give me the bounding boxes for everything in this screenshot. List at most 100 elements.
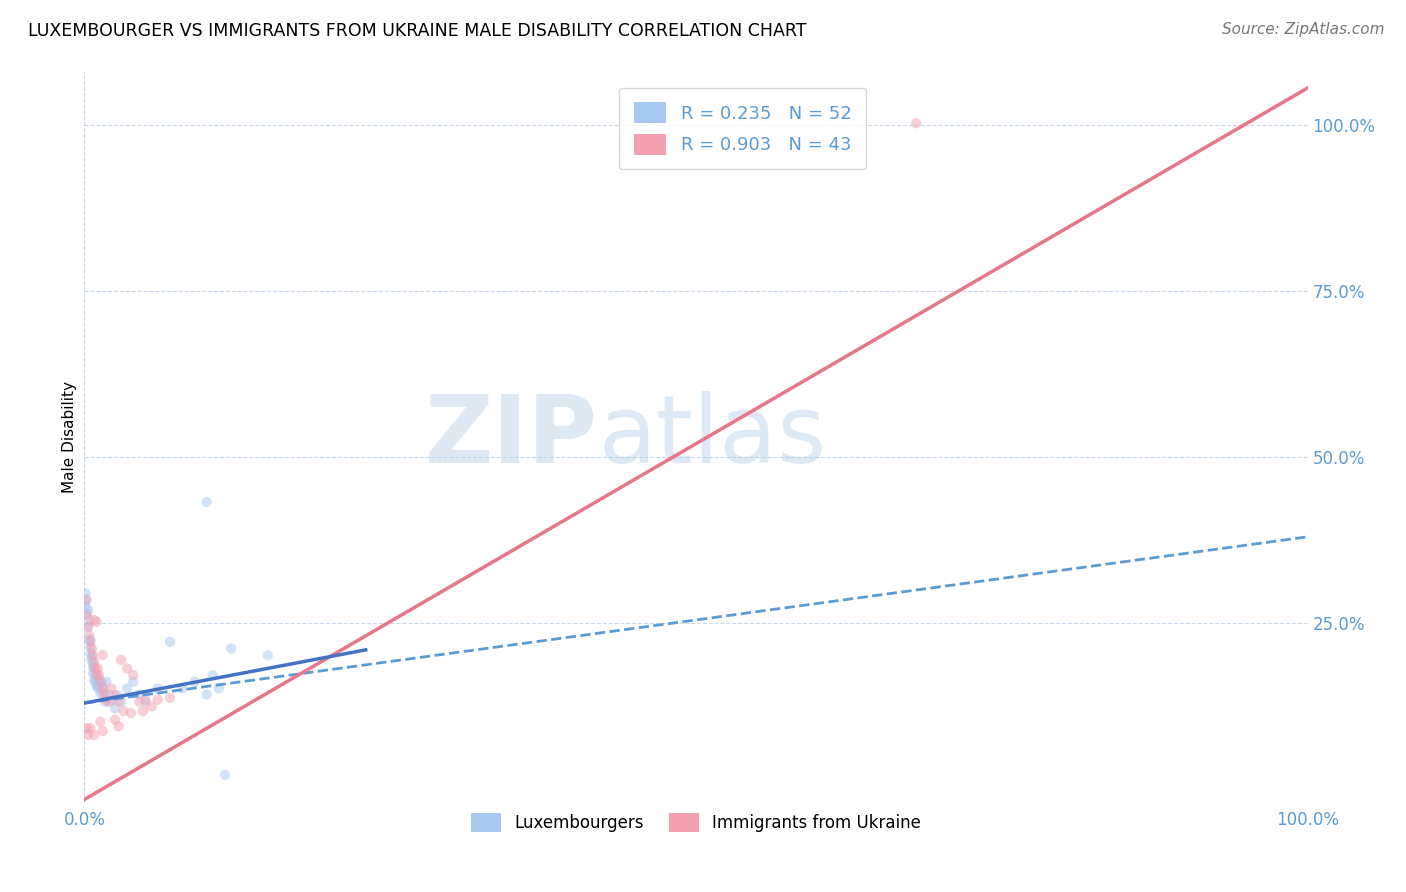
Point xyxy=(219,641,242,656)
Point xyxy=(183,674,205,689)
Point xyxy=(77,603,100,617)
Point xyxy=(107,719,129,733)
Point xyxy=(86,615,108,629)
Point xyxy=(115,681,138,696)
Point xyxy=(107,695,129,709)
Point xyxy=(195,495,218,509)
Point xyxy=(84,674,107,689)
Point xyxy=(93,686,115,700)
Point xyxy=(208,681,231,696)
Point xyxy=(96,692,118,706)
Point xyxy=(146,692,169,706)
Point xyxy=(91,680,114,694)
Point xyxy=(104,688,127,702)
Point xyxy=(79,722,101,736)
Text: atlas: atlas xyxy=(598,391,827,483)
Point xyxy=(159,635,181,649)
Point xyxy=(83,613,105,627)
Point xyxy=(105,688,128,702)
Point xyxy=(83,673,105,687)
Point xyxy=(91,723,114,738)
Point xyxy=(82,648,104,663)
Point xyxy=(135,692,157,706)
Point xyxy=(77,619,100,633)
Point xyxy=(90,674,112,689)
Point xyxy=(87,661,110,675)
Point xyxy=(159,690,181,705)
Point xyxy=(97,695,120,709)
Point xyxy=(86,680,108,694)
Point xyxy=(77,632,100,647)
Point xyxy=(257,648,280,663)
Point xyxy=(82,659,104,673)
Point xyxy=(83,661,105,675)
Point xyxy=(100,694,122,708)
Point xyxy=(91,648,114,663)
Point xyxy=(87,668,110,682)
Point xyxy=(76,593,98,607)
Point xyxy=(110,653,132,667)
Point xyxy=(93,687,115,701)
Point xyxy=(89,686,111,700)
Point xyxy=(128,695,150,709)
Point xyxy=(104,701,127,715)
Point xyxy=(132,704,155,718)
Point xyxy=(172,681,194,696)
Point xyxy=(80,649,103,664)
Text: ZIP: ZIP xyxy=(425,391,598,483)
Point xyxy=(82,666,104,681)
Text: Source: ZipAtlas.com: Source: ZipAtlas.com xyxy=(1222,22,1385,37)
Point xyxy=(115,661,138,675)
Point xyxy=(84,666,107,681)
Point xyxy=(122,668,145,682)
Point xyxy=(82,656,104,670)
Point xyxy=(201,668,224,682)
Point xyxy=(87,674,110,689)
Point xyxy=(80,641,103,656)
Point xyxy=(76,607,98,621)
Point xyxy=(87,681,110,696)
Point xyxy=(79,632,101,647)
Point xyxy=(104,713,127,727)
Point xyxy=(905,116,928,130)
Point xyxy=(75,586,97,600)
Point xyxy=(83,728,105,742)
Point xyxy=(77,728,100,742)
Point xyxy=(96,674,118,689)
Point xyxy=(135,695,157,709)
Text: LUXEMBOURGER VS IMMIGRANTS FROM UKRAINE MALE DISABILITY CORRELATION CHART: LUXEMBOURGER VS IMMIGRANTS FROM UKRAINE … xyxy=(28,22,807,40)
Point xyxy=(75,599,97,614)
Point xyxy=(77,619,100,633)
Point xyxy=(76,722,98,736)
Point xyxy=(89,714,111,729)
Point xyxy=(79,635,101,649)
Point xyxy=(76,608,98,623)
Legend: Luxembourgers, Immigrants from Ukraine: Luxembourgers, Immigrants from Ukraine xyxy=(457,800,935,846)
Point xyxy=(141,699,163,714)
Point xyxy=(91,681,114,696)
Point xyxy=(214,768,236,782)
Point xyxy=(86,674,108,689)
Point xyxy=(195,687,218,701)
Point xyxy=(80,653,103,667)
Point xyxy=(79,646,101,660)
Point xyxy=(128,687,150,701)
Point xyxy=(146,681,169,696)
Point xyxy=(79,640,101,654)
Point xyxy=(112,704,135,718)
Point xyxy=(75,593,97,607)
Point xyxy=(87,680,110,694)
Point xyxy=(86,668,108,682)
Point xyxy=(110,695,132,709)
Point xyxy=(94,695,117,709)
Point xyxy=(83,655,105,669)
Point xyxy=(77,613,100,627)
Y-axis label: Male Disability: Male Disability xyxy=(62,381,77,493)
Point xyxy=(122,674,145,689)
Point xyxy=(97,687,120,701)
Point xyxy=(87,669,110,683)
Point xyxy=(120,706,142,720)
Point xyxy=(84,661,107,675)
Point xyxy=(77,628,100,642)
Point xyxy=(89,674,111,689)
